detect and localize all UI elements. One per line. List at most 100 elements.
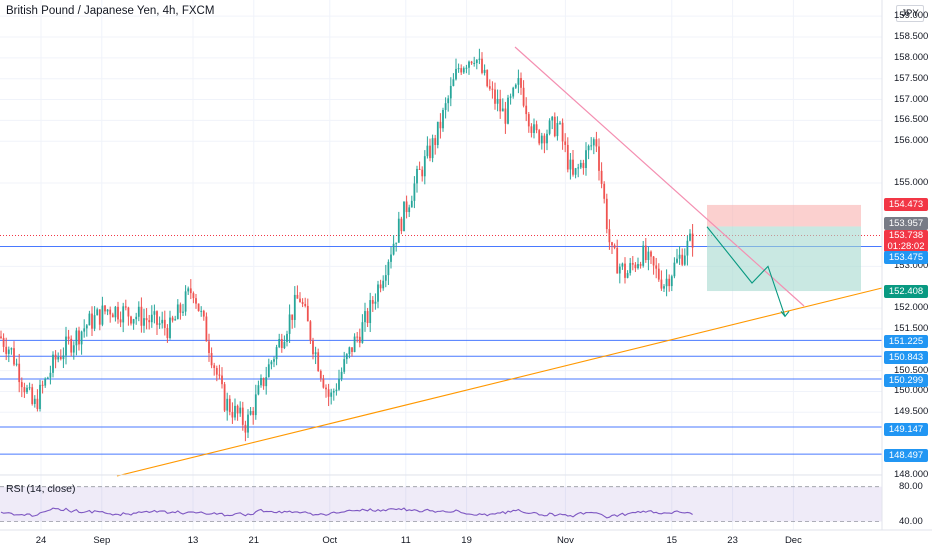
candle-bull xyxy=(234,405,236,418)
candle-bear xyxy=(171,317,174,321)
candle-bull xyxy=(686,240,689,256)
candle-bull xyxy=(176,304,179,320)
candle-bull xyxy=(46,377,49,379)
y-tick-label: 149.500 xyxy=(894,406,929,418)
candle-bear xyxy=(405,201,408,213)
level-tag-150843: 150.843 xyxy=(884,351,928,364)
candle-bull xyxy=(449,85,452,99)
candle-bull xyxy=(335,389,338,392)
candle-bear xyxy=(244,424,247,433)
candle-bear xyxy=(309,321,312,341)
candle-bull xyxy=(28,387,31,389)
candle-bear xyxy=(499,98,502,112)
candle-bear xyxy=(668,278,671,287)
candle-bull xyxy=(683,255,686,265)
candle-bull xyxy=(26,387,28,393)
candle-bull xyxy=(288,314,291,334)
x-tick-label: 13 xyxy=(187,535,199,546)
candle-bear xyxy=(117,306,119,320)
candle-bear xyxy=(598,146,600,171)
candle-bull xyxy=(254,394,257,416)
candle-bull xyxy=(158,323,161,325)
y-tick-label: 156.000 xyxy=(894,135,929,147)
candle-bear xyxy=(434,138,437,146)
candles xyxy=(0,48,694,442)
candle-bull xyxy=(184,291,187,312)
level-tag-149147: 149.147 xyxy=(884,423,928,436)
candle-bull xyxy=(569,159,572,170)
candle-bull xyxy=(517,78,520,85)
candle-bull xyxy=(187,288,190,292)
x-tick-label: 21 xyxy=(248,535,260,546)
candle-bull xyxy=(286,333,288,342)
candle-bear xyxy=(13,348,15,365)
candle-bull xyxy=(621,263,624,267)
take-profit-zone xyxy=(707,226,861,292)
candle-bull xyxy=(670,276,673,287)
candle-bull xyxy=(85,325,88,329)
currency-button[interactable]: JPY xyxy=(896,5,924,22)
candle-bear xyxy=(296,294,299,299)
x-tick-label: Dec xyxy=(784,535,802,546)
candle-bull xyxy=(397,218,400,243)
x-tick-label: Oct xyxy=(322,535,338,546)
candle-bull xyxy=(390,254,392,262)
candle-bull xyxy=(475,59,478,63)
candle-bear xyxy=(582,162,585,169)
candle-bear xyxy=(429,145,431,159)
candle-bull xyxy=(338,378,340,390)
y-tick-label: 150.500 xyxy=(894,364,929,376)
candle-bear xyxy=(231,411,234,418)
candle-bull xyxy=(249,411,252,415)
y-tick-label: 156.500 xyxy=(894,114,929,126)
candle-bear xyxy=(228,398,231,412)
candle-bear xyxy=(561,122,564,142)
candle-bear xyxy=(624,263,626,278)
candle-bull xyxy=(150,314,153,323)
candle-bull xyxy=(343,359,346,372)
candle-bull xyxy=(540,135,543,144)
candle-bull xyxy=(7,349,10,354)
candle-bull xyxy=(72,345,75,353)
candle-bear xyxy=(371,300,374,304)
candle-bear xyxy=(166,327,169,339)
candle-bear xyxy=(59,357,62,360)
candle-bear xyxy=(36,398,39,409)
candle-bear xyxy=(681,254,684,265)
y-tick-label: 151.500 xyxy=(894,322,929,334)
candle-bear xyxy=(195,298,197,304)
x-tick-label: 24 xyxy=(35,535,47,546)
candle-bull xyxy=(80,331,83,345)
candle-bull xyxy=(626,273,629,278)
candle-bear xyxy=(616,247,619,274)
candle-bull xyxy=(340,371,343,379)
candle-bear xyxy=(215,368,218,375)
candle-bull xyxy=(330,392,333,397)
candle-bear xyxy=(613,245,616,248)
candle-bear xyxy=(527,114,530,127)
candle-bull xyxy=(392,243,395,255)
candle-bear xyxy=(611,242,613,246)
target-tag: 152.408 xyxy=(884,285,928,298)
candle-bear xyxy=(564,141,567,145)
candle-bull xyxy=(663,286,665,289)
candle-bear xyxy=(299,298,301,303)
candle-bull xyxy=(408,207,411,213)
candle-bear xyxy=(67,336,70,339)
candle-bear xyxy=(691,233,694,248)
rsi-pane xyxy=(0,474,882,522)
candle-bear xyxy=(319,371,322,379)
candle-bear xyxy=(418,168,421,170)
candle-bear xyxy=(202,310,205,317)
candle-bull xyxy=(416,168,418,184)
candle-bear xyxy=(0,336,2,338)
x-tick-label: 23 xyxy=(727,535,738,546)
candle-bull xyxy=(345,354,348,360)
candle-bull xyxy=(132,319,135,324)
y-tick-label: 157.500 xyxy=(894,72,929,84)
candle-bear xyxy=(145,318,148,321)
candle-bear xyxy=(652,256,655,266)
candle-bull xyxy=(382,280,385,289)
candle-bear xyxy=(644,245,647,261)
